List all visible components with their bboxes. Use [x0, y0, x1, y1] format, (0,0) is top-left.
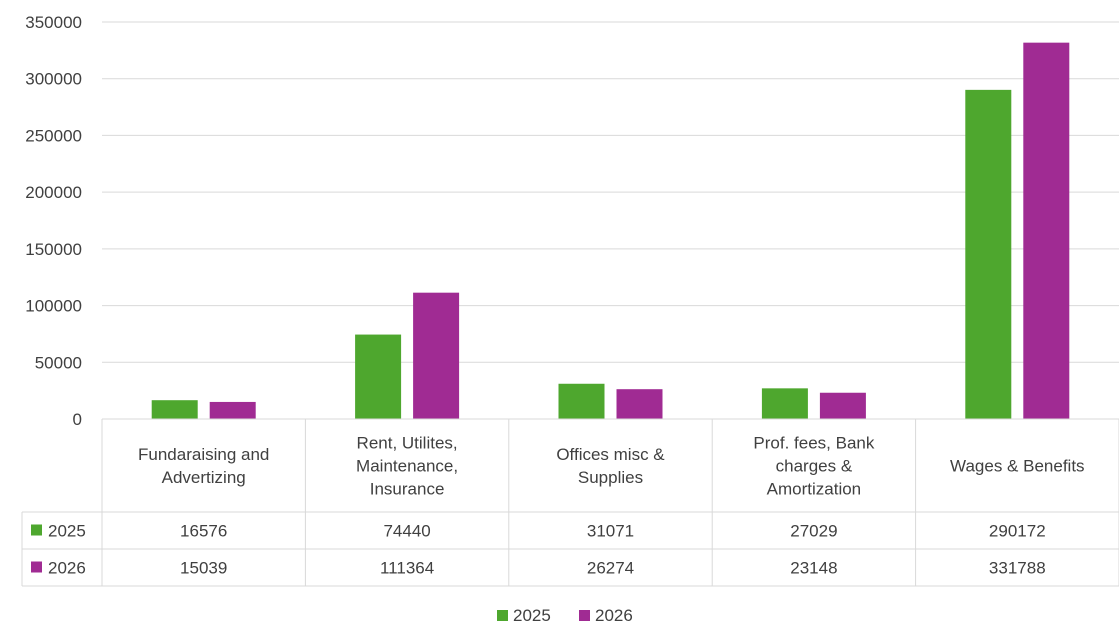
y-tick-label: 150000 — [25, 240, 82, 259]
category-label: Fundaraising and Advertizing — [138, 445, 269, 487]
data-table-value: 26274 — [587, 559, 634, 578]
data-table-value: 23148 — [790, 559, 837, 578]
bar — [413, 292, 460, 419]
data-table-value: 74440 — [383, 522, 430, 541]
category-label-line: Fundaraising and — [138, 445, 269, 464]
data-table-value: 331788 — [989, 559, 1046, 578]
category-label-line: Amortization — [767, 480, 861, 499]
bar — [965, 89, 1012, 419]
bar — [209, 401, 256, 419]
legend-key — [31, 561, 42, 573]
series-label: 2026 — [48, 559, 86, 578]
y-tick-label: 200000 — [25, 183, 82, 202]
category-label-line: Prof. fees, Bank — [753, 434, 874, 453]
bar — [616, 389, 663, 419]
bar — [558, 383, 605, 419]
data-table-value: 15039 — [180, 559, 227, 578]
category-label-line: Wages & Benefits — [950, 457, 1085, 476]
bar — [151, 400, 198, 419]
bar — [761, 388, 808, 419]
category-label: Wages & Benefits — [950, 457, 1085, 476]
y-tick-label: 50000 — [35, 353, 82, 372]
data-table-value: 111364 — [380, 559, 434, 578]
category-label-line: charges & — [776, 457, 853, 476]
data-table-value: 31071 — [587, 522, 634, 541]
legend-label: 2025 — [513, 606, 551, 625]
bar — [1023, 42, 1070, 419]
data-table-value: 16576 — [180, 522, 227, 541]
y-tick-label: 100000 — [25, 297, 82, 316]
bar — [819, 392, 866, 419]
data-table-value: 27029 — [790, 522, 837, 541]
legend-key — [579, 610, 590, 621]
category-label-line: Advertizing — [162, 468, 246, 487]
bar — [355, 334, 402, 419]
category-label: Prof. fees, Bank charges & Amortization — [753, 434, 874, 499]
legend-label: 2026 — [595, 606, 633, 625]
category-label-line: Rent, Utilites, — [357, 434, 458, 453]
y-tick-label: 300000 — [25, 70, 82, 89]
category-label: Offices misc & Supplies — [556, 445, 665, 487]
data-table-value: 290172 — [989, 522, 1046, 541]
category-label-line: Insurance — [370, 480, 445, 499]
series-label: 2025 — [48, 522, 86, 541]
category-label-line: Offices misc & — [556, 445, 665, 464]
legend-key — [31, 524, 42, 536]
category-label-line: Maintenance, — [356, 457, 458, 476]
y-tick-label: 350000 — [25, 13, 82, 32]
y-tick-label: 250000 — [25, 126, 82, 145]
y-tick-label: 0 — [73, 410, 82, 429]
category-label: Rent, Utilites, Maintenance, Insurance — [356, 434, 458, 499]
legend-key — [497, 610, 508, 621]
category-label-line: Supplies — [578, 468, 643, 487]
